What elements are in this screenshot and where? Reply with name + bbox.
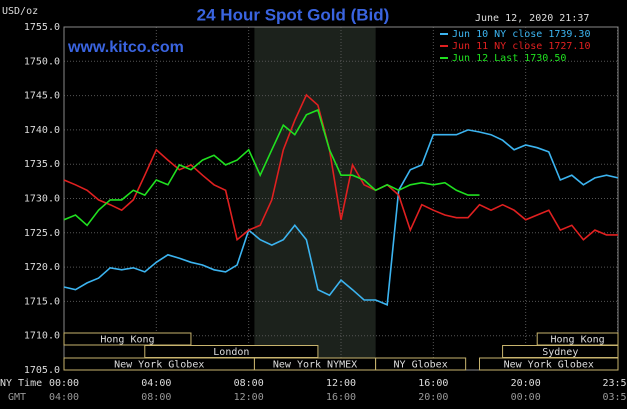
x-tick-label-gmt: 16:00 xyxy=(326,392,356,403)
legend-label: Jun 12 Last 1730.50 xyxy=(452,53,566,64)
y-tick-label: 1725.0 xyxy=(24,228,60,239)
y-tick-label: 1705.0 xyxy=(24,365,60,376)
session-box xyxy=(479,357,619,371)
price-line xyxy=(63,93,618,242)
x-tick-label-gmt: 08:00 xyxy=(141,392,171,403)
y-tick-label: 1750.0 xyxy=(24,56,60,67)
session-label: New York Globex xyxy=(504,360,594,371)
x-tick-label-gmt: 00:00 xyxy=(511,392,541,403)
x-tick-label-gmt: 04:00 xyxy=(49,392,79,403)
y-tick-label: 1710.0 xyxy=(24,331,60,342)
y-tick-label: 1715.0 xyxy=(24,296,60,307)
y-tick-label: 1720.0 xyxy=(24,262,60,273)
session-box xyxy=(375,357,467,371)
session-box xyxy=(63,332,192,346)
y-tick-label: 1745.0 xyxy=(24,91,60,102)
legend-label: Jun 11 NY close 1727.10 xyxy=(452,41,590,52)
session-label: London xyxy=(213,347,249,358)
y-tick-label: 1740.0 xyxy=(24,125,60,136)
x-tick-label-gmt: 12:00 xyxy=(234,392,264,403)
x-tick-label: 00:00 xyxy=(49,378,79,389)
x-tick-label: 16:00 xyxy=(418,378,448,389)
y-tick-label: 1755.0 xyxy=(24,22,60,33)
y-tick-label: 1730.0 xyxy=(24,194,60,205)
x-tick-label: 04:00 xyxy=(141,378,171,389)
chart-title: 24 Hour Spot Gold (Bid) xyxy=(197,5,390,24)
x-row-label: NY Time xyxy=(0,378,42,389)
site-label: www.kitco.com xyxy=(67,39,184,56)
x-tick-label: 20:00 xyxy=(511,378,541,389)
session-label: Hong Kong xyxy=(551,335,605,346)
timestamp: June 12, 2020 21:37 xyxy=(475,13,589,24)
session-label: New York NYMEX xyxy=(273,360,357,371)
price-line xyxy=(63,108,480,227)
y-axis-label: USD/oz xyxy=(2,6,38,17)
x-tick-label: 23:59 xyxy=(602,378,627,389)
x-tick-label: 08:00 xyxy=(234,378,264,389)
x-tick-label-gmt: 20:00 xyxy=(418,392,448,403)
session-label: Hong Kong xyxy=(100,335,154,346)
price-line xyxy=(63,129,619,306)
session-label: Sydney xyxy=(542,347,578,358)
x-tick-label-gmt: 03:59 xyxy=(602,392,627,403)
x-tick-label: 12:00 xyxy=(326,378,356,389)
legend-label: Jun 10 NY close 1739.30 xyxy=(452,29,590,40)
session-label: New York Globex xyxy=(114,360,204,371)
y-tick-label: 1735.0 xyxy=(24,159,60,170)
x-row-label: GMT xyxy=(8,392,26,403)
session-label: NY Globex xyxy=(394,360,448,371)
